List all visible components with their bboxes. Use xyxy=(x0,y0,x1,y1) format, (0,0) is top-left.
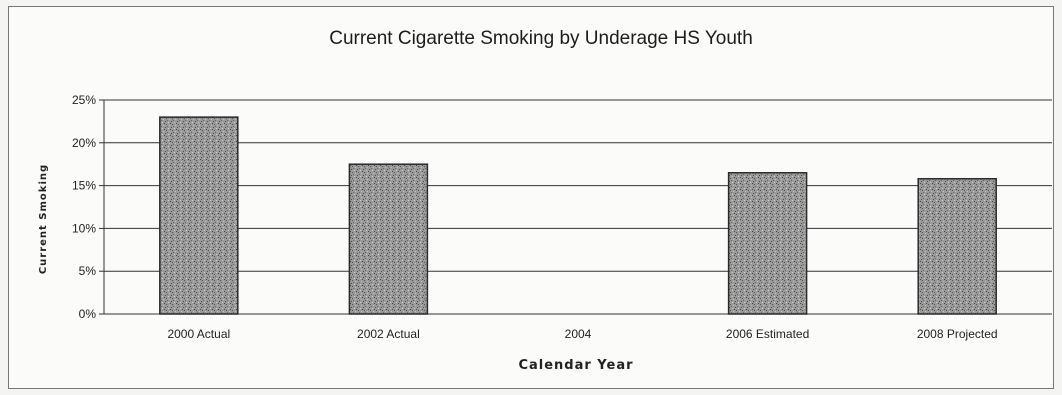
y-tick-label: 5% xyxy=(79,264,97,278)
y-tick-label: 15% xyxy=(72,179,96,193)
y-axis-ticks: 0% 5% 10% 15% 20% 25% xyxy=(72,93,96,321)
bars xyxy=(159,116,997,315)
bar xyxy=(159,116,239,315)
x-tick-label: 2008 Projected xyxy=(917,327,998,341)
x-tick-label: 2006 Estimated xyxy=(726,327,809,341)
y-tick-label: 20% xyxy=(72,136,96,150)
chart-frame: Current Cigarette Smoking by Underage HS… xyxy=(8,6,1054,389)
x-axis-ticks: 2000 Actual 2002 Actual 2004 2006 Estimated… xyxy=(167,327,997,341)
y-axis-title: Current Smoking xyxy=(38,164,49,274)
bar xyxy=(727,172,808,315)
x-axis-title: Calendar Year xyxy=(518,358,633,373)
bar xyxy=(348,163,429,315)
y-tick-label: 0% xyxy=(79,307,97,321)
y-tick-label: 25% xyxy=(72,93,96,107)
bar xyxy=(917,178,997,315)
chart-title: Current Cigarette Smoking by Underage HS… xyxy=(329,28,753,49)
x-tick-label: 2004 xyxy=(565,327,592,341)
grid-layer xyxy=(99,99,1052,315)
y-tick-label: 10% xyxy=(72,221,96,235)
bar-chart: Current Cigarette Smoking by Underage HS… xyxy=(38,28,1052,373)
x-tick-label: 2002 Actual xyxy=(357,327,420,341)
x-tick-label: 2000 Actual xyxy=(167,327,230,341)
